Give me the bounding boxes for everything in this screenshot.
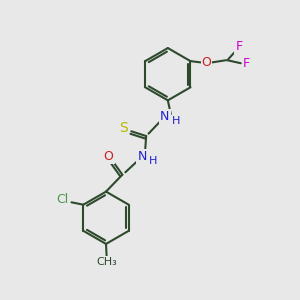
Text: H: H bbox=[149, 156, 157, 166]
Text: H: H bbox=[172, 116, 180, 126]
Text: S: S bbox=[119, 121, 128, 135]
Text: F: F bbox=[236, 40, 242, 53]
Text: F: F bbox=[242, 57, 250, 70]
Text: Cl: Cl bbox=[56, 193, 69, 206]
Text: N: N bbox=[160, 110, 170, 123]
Text: CH₃: CH₃ bbox=[96, 257, 117, 267]
Text: O: O bbox=[104, 150, 114, 163]
Text: N: N bbox=[137, 150, 147, 163]
Text: O: O bbox=[202, 56, 212, 69]
